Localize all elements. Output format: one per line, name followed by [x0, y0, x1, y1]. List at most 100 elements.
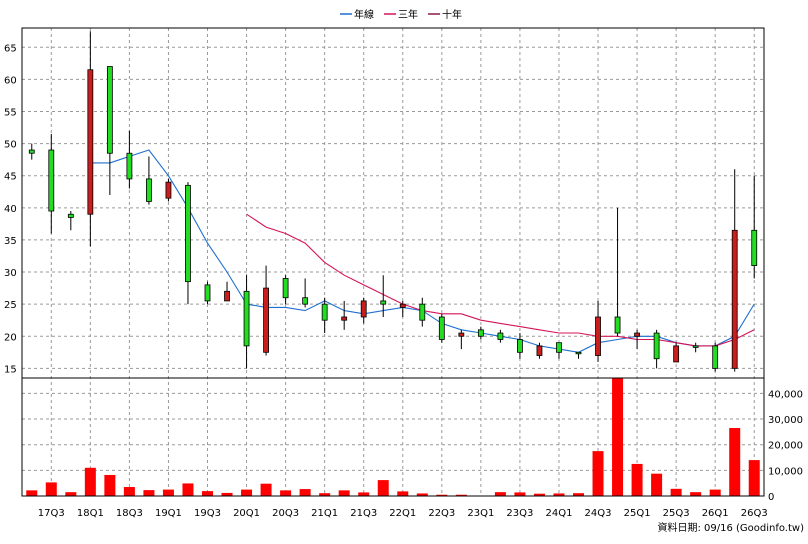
candlestick: [380, 275, 387, 317]
time-tick-label: 24Q1: [545, 508, 572, 519]
candle-body-up: [321, 303, 328, 321]
candlestick: [634, 329, 640, 350]
volume-bar: [45, 482, 57, 496]
volume-bar: [592, 451, 604, 496]
candle-body-up: [282, 278, 289, 299]
volume-bar: [748, 460, 760, 496]
candlestick: [126, 130, 133, 189]
candle-body-down: [263, 287, 269, 353]
legend-label: 十年: [442, 8, 462, 21]
volume-bar: [241, 489, 253, 496]
volume-tick-label: 0: [768, 492, 774, 503]
candle-body-down: [399, 303, 406, 308]
candle-body-up: [28, 149, 35, 154]
volume-bar: [221, 492, 233, 496]
candlestick: [87, 31, 94, 247]
candlestick: [556, 342, 562, 359]
plot-frames: [21, 27, 765, 497]
candle-body-up: [185, 184, 191, 283]
candle-body-down: [224, 290, 230, 302]
volume-bar: [436, 494, 448, 496]
volume-bar: [514, 492, 526, 496]
price-plot-frame: [21, 27, 765, 379]
time-tick-label: 17Q3: [38, 508, 65, 519]
volume-bar: [651, 473, 663, 496]
candle-body-down: [595, 316, 601, 356]
candle-body-up: [106, 66, 113, 154]
price-tick-label: 45: [4, 172, 17, 183]
candle-body-up: [556, 342, 562, 353]
price-tick-label: 30: [4, 268, 17, 279]
candlestick: [48, 133, 55, 234]
chart-legend: 年線 三年 十年: [340, 8, 462, 21]
volume-bar: [299, 489, 311, 496]
candle-body-up: [497, 332, 504, 340]
candle-body-up: [419, 303, 426, 321]
candlestick: [751, 175, 758, 279]
candle-body-up: [575, 351, 582, 355]
volume-bar: [612, 378, 624, 496]
candlestick: [67, 211, 74, 231]
candlestick: [477, 326, 484, 340]
candlestick: [536, 342, 543, 359]
volume-bars: [26, 378, 760, 496]
volume-bar: [670, 488, 682, 496]
candle-body-up: [380, 300, 387, 305]
price-tick-label: 15: [4, 364, 17, 375]
volume-bar: [709, 489, 721, 496]
candle-body-down: [673, 345, 680, 363]
candlestick: [517, 333, 523, 359]
volume-bar: [338, 490, 350, 496]
candle-body-down: [360, 300, 367, 318]
candle-body-up: [438, 316, 445, 340]
candle-body-down: [165, 181, 172, 199]
volume-tick-label: 40,000: [768, 389, 803, 400]
price-tick-label: 35: [4, 236, 17, 247]
candle-body-down: [634, 332, 640, 337]
legend-label: 三年: [398, 8, 418, 21]
time-tick-label: 26Q3: [741, 508, 768, 519]
candle-body-down: [731, 229, 738, 369]
volume-bar: [455, 494, 467, 496]
candlestick: [595, 300, 601, 362]
time-tick-label: 21Q1: [311, 508, 338, 519]
time-tick-label: 22Q1: [389, 508, 416, 519]
candle-body-down: [87, 69, 94, 215]
volume-tick-label: 10,000: [768, 466, 803, 477]
price-tick-label: 55: [4, 107, 17, 118]
time-tick-label: 20Q3: [272, 508, 299, 519]
candlestick: [321, 297, 328, 334]
candlestick: [224, 281, 230, 302]
volume-bar: [65, 492, 77, 496]
volume-bar: [631, 463, 643, 496]
candle-body-up: [146, 178, 152, 202]
volume-bar: [143, 490, 155, 496]
volume-bar: [553, 493, 565, 496]
candlestick: [146, 156, 152, 205]
time-tick-label: 24Q3: [585, 508, 612, 519]
candlestick: [243, 275, 250, 369]
candlestick: [185, 182, 191, 305]
candle-body-up: [751, 229, 758, 267]
price-tick-label: 60: [4, 75, 17, 86]
candlestick: [438, 313, 445, 343]
volume-bar: [260, 483, 272, 496]
candle-body-down: [341, 316, 348, 321]
volume-bar: [162, 489, 174, 496]
volume-bar: [182, 483, 194, 496]
volume-bar: [84, 467, 96, 496]
candlestick: [614, 207, 621, 337]
candlestick: [28, 143, 35, 160]
candle-body-up: [653, 332, 660, 360]
price-tick-label: 50: [4, 140, 17, 151]
grid-lines: [22, 28, 764, 496]
time-tick-label: 21Q3: [350, 508, 377, 519]
volume-bar: [377, 480, 389, 496]
candle-body-down: [458, 332, 465, 337]
price-tick-label: 40: [4, 204, 17, 215]
volume-bar: [123, 487, 135, 496]
time-tick-label: 25Q3: [663, 508, 690, 519]
volume-plot-frame: [21, 377, 765, 497]
